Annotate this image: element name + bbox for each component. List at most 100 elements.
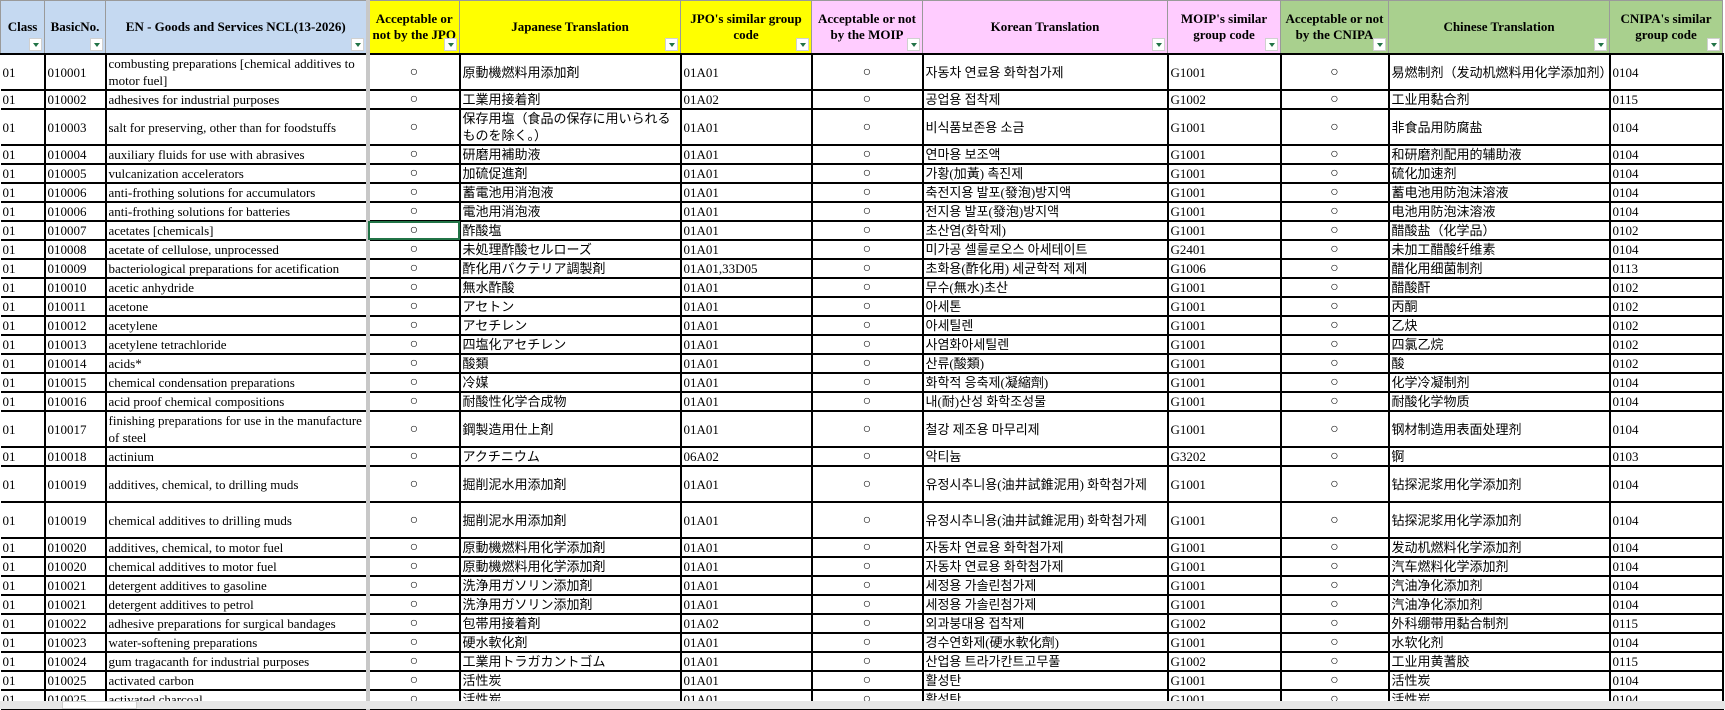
cell-cnipa-acceptable[interactable]: ○: [1280, 538, 1390, 558]
cell-class[interactable]: 01: [0, 614, 46, 634]
cell-cnipa-group-code[interactable]: 0102: [1609, 278, 1724, 298]
cell-moip-group-code[interactable]: G1001: [1167, 221, 1282, 241]
cell-jpo-acceptable[interactable]: ○: [367, 297, 461, 317]
cell-jpo-group-code[interactable]: 01A02: [680, 614, 813, 634]
cell-japanese-translation[interactable]: 加硫促進剤: [459, 164, 682, 184]
cell-cnipa-acceptable[interactable]: ○: [1280, 297, 1390, 317]
cell-chinese-translation[interactable]: 电池用防泡沫溶液: [1388, 202, 1611, 222]
filter-dropdown-icon[interactable]: [1594, 38, 1607, 51]
cell-korean-translation[interactable]: 아세톤: [922, 297, 1169, 317]
cell-cnipa-group-code[interactable]: 0115: [1609, 90, 1724, 110]
cell-class[interactable]: 01: [0, 183, 46, 203]
cell-korean-translation[interactable]: 세정용 가솔린첨가제: [922, 576, 1169, 596]
cell-korean-translation[interactable]: 산류(酸類): [922, 354, 1169, 374]
cell-jpo-group-code[interactable]: 01A02: [680, 90, 813, 110]
cell-chinese-translation[interactable]: 水软化剂: [1388, 633, 1611, 653]
cell-moip-acceptable[interactable]: ○: [811, 145, 924, 165]
cell-en-goods-services[interactable]: combusting preparations [chemical additi…: [105, 54, 370, 91]
cell-moip-group-code[interactable]: G1001: [1167, 54, 1282, 91]
cell-jpo-group-code[interactable]: 01A01: [680, 576, 813, 596]
cell-jpo-group-code[interactable]: 01A01: [680, 466, 813, 503]
cell-jpo-group-code[interactable]: 01A01: [680, 316, 813, 336]
cell-cnipa-acceptable[interactable]: ○: [1280, 316, 1390, 336]
cell-basic-no[interactable]: 010021: [44, 576, 107, 596]
cell-class[interactable]: 01: [0, 538, 46, 558]
cell-en-goods-services[interactable]: finishing preparations for use in the ma…: [105, 411, 370, 448]
cell-moip-group-code[interactable]: G1001: [1167, 576, 1282, 596]
cell-korean-translation[interactable]: 가황(加黃) 촉진제: [922, 164, 1169, 184]
cell-en-goods-services[interactable]: chemical condensation preparations: [105, 373, 370, 393]
cell-korean-translation[interactable]: 경수연화제(硬水軟化劑): [922, 633, 1169, 653]
cell-moip-group-code[interactable]: G1002: [1167, 614, 1282, 634]
cell-chinese-translation[interactable]: 钻探泥浆用化学添加剂: [1388, 502, 1611, 539]
cell-basic-no[interactable]: 010012: [44, 316, 107, 336]
cell-jpo-group-code[interactable]: 01A01: [680, 221, 813, 241]
cell-basic-no[interactable]: 010003: [44, 109, 107, 146]
cell-japanese-translation[interactable]: 包帯用接着剤: [459, 614, 682, 634]
cell-korean-translation[interactable]: 무수(無水)초산: [922, 278, 1169, 298]
cell-cnipa-acceptable[interactable]: ○: [1280, 411, 1390, 448]
cell-moip-acceptable[interactable]: ○: [811, 447, 924, 467]
filter-dropdown-icon[interactable]: [1707, 38, 1720, 51]
cell-chinese-translation[interactable]: 未加工醋酸纤维素: [1388, 240, 1611, 260]
cell-moip-acceptable[interactable]: ○: [811, 259, 924, 279]
cell-jpo-acceptable[interactable]: ○: [367, 466, 461, 503]
cell-japanese-translation[interactable]: 酢化用バクテリア調製剤: [459, 259, 682, 279]
cell-en-goods-services[interactable]: chemical additives to drilling muds: [105, 502, 370, 539]
column-header-cnipa-acceptable[interactable]: Acceptable or not by the CNIPA: [1280, 0, 1389, 55]
cell-basic-no[interactable]: 010008: [44, 240, 107, 260]
cell-japanese-translation[interactable]: 蓄電池用消泡液: [459, 183, 682, 203]
cell-cnipa-acceptable[interactable]: ○: [1280, 335, 1390, 355]
cell-chinese-translation[interactable]: 汽车燃料化学添加剂: [1388, 557, 1611, 577]
cell-jpo-acceptable[interactable]: ○: [367, 164, 461, 184]
cell-jpo-group-code[interactable]: 01A01: [680, 109, 813, 146]
cell-class[interactable]: 01: [0, 145, 46, 165]
cell-en-goods-services[interactable]: acid proof chemical compositions: [105, 392, 370, 412]
cell-moip-acceptable[interactable]: ○: [811, 183, 924, 203]
cell-basic-no[interactable]: 010013: [44, 335, 107, 355]
cell-japanese-translation[interactable]: 未処理酢酸セルローズ: [459, 240, 682, 260]
cell-en-goods-services[interactable]: water-softening preparations: [105, 633, 370, 653]
cell-moip-group-code[interactable]: G1001: [1167, 557, 1282, 577]
cell-basic-no[interactable]: 010019: [44, 466, 107, 503]
cell-basic-no[interactable]: 010014: [44, 354, 107, 374]
cell-japanese-translation[interactable]: アセトン: [459, 297, 682, 317]
cell-en-goods-services[interactable]: anti-frothing solutions for accumulators: [105, 183, 370, 203]
cell-moip-acceptable[interactable]: ○: [811, 297, 924, 317]
cell-japanese-translation[interactable]: 掘削泥水用添加剤: [459, 502, 682, 539]
cell-korean-translation[interactable]: 화학적 응축제(凝縮劑): [922, 373, 1169, 393]
cell-class[interactable]: 01: [0, 633, 46, 653]
cell-jpo-acceptable[interactable]: ○: [367, 183, 461, 203]
cell-jpo-group-code[interactable]: 01A01: [680, 595, 813, 615]
cell-class[interactable]: 01: [0, 202, 46, 222]
cell-cnipa-acceptable[interactable]: ○: [1280, 202, 1390, 222]
cell-japanese-translation[interactable]: 耐酸性化学合成物: [459, 392, 682, 412]
cell-korean-translation[interactable]: 자동차 연료용 화학첨가제: [922, 54, 1169, 91]
cell-moip-acceptable[interactable]: ○: [811, 652, 924, 672]
cell-chinese-translation[interactable]: 非食品用防腐盐: [1388, 109, 1611, 146]
filter-dropdown-icon[interactable]: [796, 38, 809, 51]
cell-korean-translation[interactable]: 전지용 발포(發泡)방지액: [922, 202, 1169, 222]
cell-cnipa-acceptable[interactable]: ○: [1280, 392, 1390, 412]
cell-moip-group-code[interactable]: G1001: [1167, 316, 1282, 336]
cell-moip-acceptable[interactable]: ○: [811, 221, 924, 241]
cell-cnipa-group-code[interactable]: 0104: [1609, 595, 1724, 615]
column-header-jpo-group-code[interactable]: JPO's similar group code: [680, 0, 812, 55]
cell-moip-group-code[interactable]: G1001: [1167, 392, 1282, 412]
cell-en-goods-services[interactable]: actinium: [105, 447, 370, 467]
cell-class[interactable]: 01: [0, 576, 46, 596]
cell-jpo-group-code[interactable]: 01A01: [680, 297, 813, 317]
cell-korean-translation[interactable]: 초화용(酢化用) 세균학적 제제: [922, 259, 1169, 279]
cell-jpo-group-code[interactable]: 01A01: [680, 411, 813, 448]
filter-dropdown-icon[interactable]: [907, 38, 920, 51]
cell-japanese-translation[interactable]: アセチレン: [459, 316, 682, 336]
cell-moip-group-code[interactable]: G1001: [1167, 145, 1282, 165]
cell-cnipa-acceptable[interactable]: ○: [1280, 145, 1390, 165]
cell-jpo-acceptable[interactable]: ○: [367, 671, 461, 691]
cell-chinese-translation[interactable]: 丙酮: [1388, 297, 1611, 317]
horizontal-scrollbar[interactable]: [0, 701, 1725, 709]
cell-jpo-group-code[interactable]: 01A01,33D05: [680, 259, 813, 279]
column-header-moip-group-code[interactable]: MOIP's similar group code: [1167, 0, 1281, 55]
cell-chinese-translation[interactable]: 醋酸盐（化学品）: [1388, 221, 1611, 241]
cell-jpo-acceptable[interactable]: ○: [367, 259, 461, 279]
